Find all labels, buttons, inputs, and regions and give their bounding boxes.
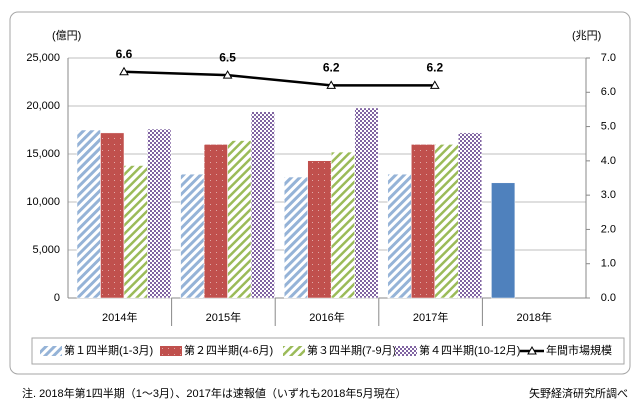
legend-swatch bbox=[283, 346, 305, 356]
y2-tick-label: 7.0 bbox=[601, 52, 616, 64]
line-marker bbox=[429, 80, 440, 89]
data-label: 6.6 bbox=[116, 47, 133, 61]
legend-label: 第１四半期(1-3月) bbox=[64, 343, 153, 357]
bar bbox=[411, 144, 436, 299]
y-axis-label: (億円) bbox=[52, 29, 81, 42]
bar bbox=[283, 176, 308, 299]
x-tick-label: 2018年 bbox=[516, 310, 551, 324]
bar bbox=[250, 111, 275, 299]
bar bbox=[227, 140, 252, 299]
legend-swatch bbox=[160, 346, 182, 356]
line bbox=[123, 70, 435, 87]
note: 注. 2018年第1四半期（1～3月）、2017年は速報値（いずれも2018年5… bbox=[22, 386, 407, 400]
bar bbox=[123, 165, 148, 299]
legend-label: 年間市場規模 bbox=[546, 343, 612, 357]
y2-tick-label: 4.0 bbox=[601, 155, 616, 167]
y-tick-label: 0 bbox=[54, 292, 60, 304]
y2-tick-label: 1.0 bbox=[601, 258, 616, 270]
x-tick-label: 2016年 bbox=[309, 310, 344, 324]
x-tick-label: 2015年 bbox=[206, 310, 241, 324]
line-marker bbox=[119, 66, 129, 76]
bar bbox=[147, 128, 172, 299]
bar bbox=[354, 107, 379, 299]
bar bbox=[330, 151, 355, 299]
y-tick-label: 25,000 bbox=[26, 52, 60, 64]
bar bbox=[387, 173, 412, 299]
legend-marker bbox=[527, 345, 537, 355]
y2-tick-label: 6.0 bbox=[601, 86, 616, 98]
line-marker bbox=[222, 70, 233, 79]
bar bbox=[458, 132, 483, 299]
y2-tick-label: 0.0 bbox=[601, 292, 616, 304]
line-marker bbox=[326, 80, 337, 89]
y2-axis-label: (兆円) bbox=[572, 29, 601, 42]
bar bbox=[180, 173, 205, 299]
legend-label: 第３四半期(7-9月) bbox=[307, 343, 396, 357]
source: 矢野経済研究所調べ bbox=[529, 386, 628, 400]
y2-tick-label: 2.0 bbox=[601, 223, 616, 235]
y-tick-label: 15,000 bbox=[26, 148, 60, 160]
legend-swatch bbox=[395, 346, 417, 356]
bar bbox=[203, 144, 228, 299]
data-label: 6.2 bbox=[426, 61, 443, 75]
data-label: 6.2 bbox=[323, 61, 340, 75]
x-tick-label: 2014年 bbox=[102, 310, 137, 324]
x-tick-label: 2017年 bbox=[413, 310, 448, 324]
y2-tick-label: 3.0 bbox=[601, 189, 616, 201]
bar bbox=[491, 182, 516, 299]
y2-tick-label: 5.0 bbox=[601, 120, 616, 132]
data-label: 6.5 bbox=[219, 50, 236, 64]
y-tick-label: 20,000 bbox=[26, 100, 60, 112]
y-tick-label: 5,000 bbox=[32, 244, 60, 256]
bar bbox=[76, 129, 101, 299]
bar bbox=[307, 160, 332, 299]
legend-label: 第２四半期(4-6月) bbox=[184, 343, 273, 357]
bar bbox=[434, 144, 459, 299]
legend-swatch bbox=[40, 346, 62, 356]
legend-label: 第４四半期(10-12月) bbox=[419, 343, 520, 357]
bar bbox=[100, 132, 125, 299]
y-tick-label: 10,000 bbox=[26, 196, 60, 208]
